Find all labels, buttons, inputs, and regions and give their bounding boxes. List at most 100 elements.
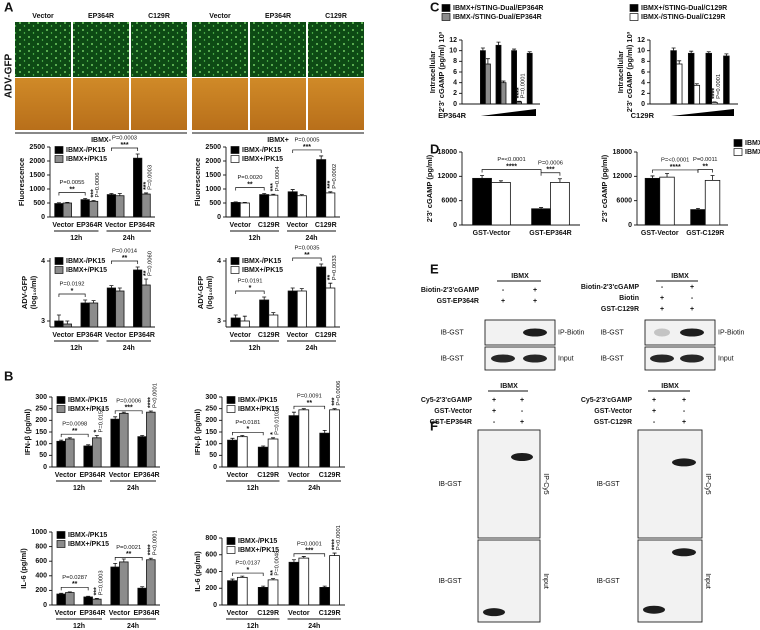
image-group-label: IBMX+ [267,137,289,144]
legend-swatch [441,4,451,12]
p-value: P=0.0006 [116,398,141,404]
significance-stars: * [246,567,249,574]
group-label: 12h [70,235,82,242]
bar [133,269,143,328]
blot-header: IBMX [671,273,689,280]
legend-swatch [56,405,66,413]
legend-label: IBMX+/PK15 [242,267,283,274]
x-tick-label: Vector [105,222,127,229]
bar [92,598,102,606]
row-label: GST-Vector [594,408,632,415]
sign: + [520,397,524,404]
bar [236,436,248,468]
p-value: P=0.0191 [237,279,262,285]
blot-strip [637,429,703,539]
p-value: P=0.0001 [297,541,322,547]
error-bar [724,53,729,56]
legend-label: IBMX-/PK15 [242,147,281,154]
significance-bracket [697,169,713,173]
p-value: P=0.0192 [60,282,85,288]
error-bar [83,198,88,200]
sign: + [652,397,656,404]
significance-stars: ** [143,270,150,276]
error-bar [322,585,327,588]
y-tick-label: 150 [205,429,217,436]
x-tick-label: Vector [109,610,131,617]
significance-bracket [114,557,143,561]
p-value: P=0.0098 [62,422,87,428]
error-bar [91,200,96,202]
strip-side-label: IP-Cy5 [704,473,711,495]
significance-bracket [292,149,322,153]
y-tick-label: 150 [35,429,47,436]
error-bar [332,552,337,556]
bar [54,203,64,218]
legend-label: IBMX+/PK15 [238,406,279,413]
bar [316,159,327,218]
y-axis-label: IL-6 (pg/ml) [19,548,28,589]
error-bar [59,592,64,595]
bar [137,587,147,606]
sign: + [501,298,505,305]
legend-swatch [54,146,64,154]
y-tick-label: 10 [449,48,457,55]
significance-stars: * [94,430,101,433]
bar [516,101,522,105]
significance-stars: **** [331,539,338,550]
bar [62,202,72,218]
legend-swatch [54,266,64,274]
y-tick-label: 300 [35,394,47,401]
error-bar [65,320,70,324]
bar [259,299,270,328]
error-bar [144,278,149,285]
significance-stars: **** [148,544,155,555]
y-tick-label: 0 [41,214,45,221]
strip-side-label: Input [704,573,711,589]
bar [723,55,730,105]
bar [711,102,718,105]
group-label: 24h [305,235,317,242]
significance-stars: *** [120,142,128,149]
p-value: P=0.0014 [112,249,138,255]
legend-label: IBMX-/STING-Dual/EP364R [453,14,542,21]
group-label: 12h [248,235,260,242]
y-axis-label: IL-6 (pg/ml) [193,551,202,592]
sign: + [682,419,686,426]
panel-label: B [4,368,13,383]
error-bar [113,562,118,568]
error-bar [148,410,153,413]
error-bar [319,263,324,267]
significance-stars: *** [143,181,150,189]
y-axis-label: IFN-β (pg/ml) [23,408,32,455]
brightfield-image [250,78,306,130]
error-bar [319,155,324,160]
error-bar [299,288,304,291]
bar [693,84,701,105]
x-tick-label: Vector [227,472,249,479]
error-bar [539,207,544,209]
bar [110,418,120,468]
x-tick-label: C129R [319,610,341,617]
legend-swatch [56,540,66,548]
bar [319,432,331,468]
y-axis-label: Fluorescence [193,158,202,206]
bar [296,195,307,218]
row-label: GST-EP364R [430,419,472,426]
y-tick-label: 200 [35,587,47,594]
y-tick-label: 2 [641,90,645,97]
y-tick-label: 3 [217,318,221,325]
row-label: GST-C129R [601,306,639,313]
significance-stars: ** [247,181,253,188]
y-axis-label: IFN-β (pg/ml) [193,408,202,455]
y-axis-label: 2'3' cGAMP (pg/ml) [600,154,609,222]
p-value: P=0.0035 [294,246,319,252]
panel-label: A [4,0,14,14]
error-bar [240,435,245,437]
y-tick-label: 100 [35,441,47,448]
bar [239,202,250,218]
bar [62,323,72,328]
fluorescence-image [73,22,129,77]
bar [288,561,300,606]
bar [531,208,551,226]
